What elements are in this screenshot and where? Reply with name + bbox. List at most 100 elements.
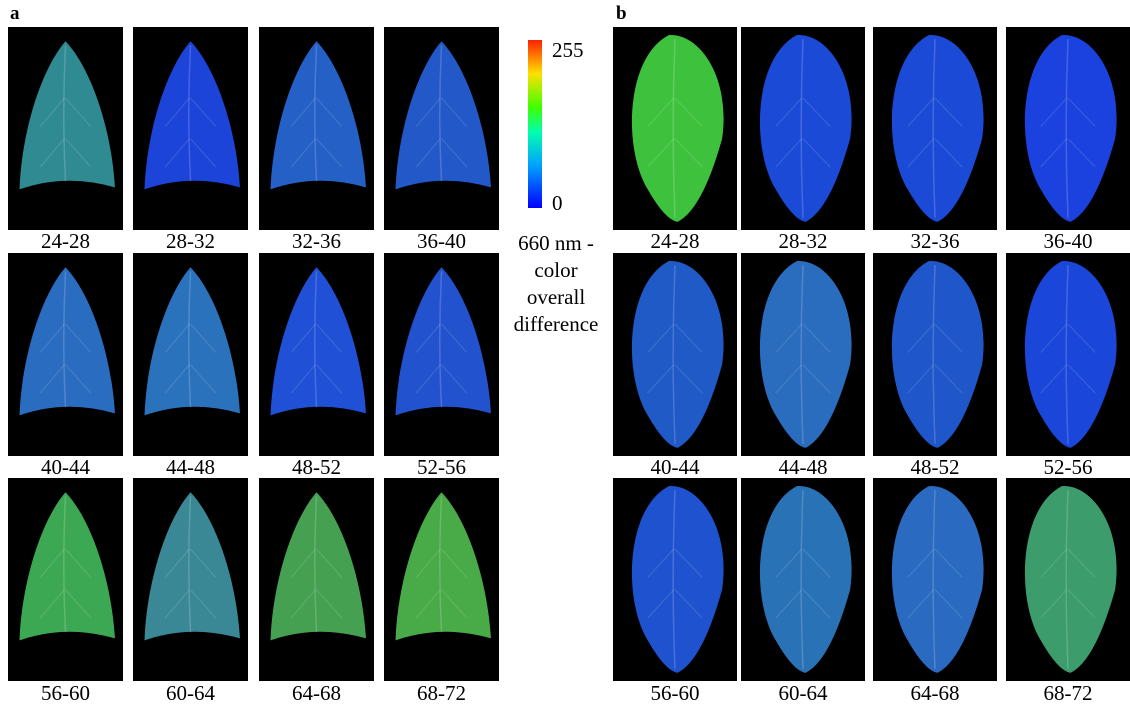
leaf-vein <box>188 271 192 408</box>
leaf-vein <box>1065 39 1069 218</box>
tile-label: 48-52 <box>292 455 341 479</box>
leaf-vein <box>439 271 443 408</box>
leaf <box>631 486 724 673</box>
tile-label: 40-44 <box>651 455 700 479</box>
colorbar-caption: overall <box>527 285 585 309</box>
leaf <box>1024 486 1117 673</box>
leaf-vein <box>775 589 831 619</box>
tile-label: 60-64 <box>166 681 215 705</box>
panel-label: a <box>10 3 20 24</box>
leaf-vein <box>63 271 67 408</box>
leaf-vein <box>164 138 217 168</box>
leaf <box>891 486 984 673</box>
colorbar-caption: 660 nm - <box>518 231 594 255</box>
tile-label: 28-32 <box>166 229 215 253</box>
leaf <box>891 261 984 448</box>
leaf-vein <box>63 45 67 182</box>
leaf-vein <box>800 265 804 444</box>
colorbar-min: 0 <box>552 191 563 215</box>
leaf-vein <box>164 548 217 578</box>
leaf-vein <box>647 364 703 394</box>
leaf <box>395 267 491 416</box>
leaf-vein <box>39 364 92 394</box>
tile-label: 40-44 <box>41 455 90 479</box>
leaf <box>1024 261 1117 448</box>
tile-label: 36-40 <box>417 229 466 253</box>
leaf-vein <box>39 97 92 127</box>
leaf <box>395 492 491 641</box>
leaf-vein <box>1040 323 1096 353</box>
leaf <box>631 261 724 448</box>
colorbar <box>528 40 542 208</box>
leaf-vein <box>647 589 703 619</box>
leaf-vein <box>775 97 831 127</box>
leaf-vein <box>1065 490 1069 669</box>
leaf-vein <box>290 97 343 127</box>
tile-label: 60-64 <box>779 681 828 705</box>
leaf <box>270 41 366 190</box>
tile-label: 28-32 <box>779 229 828 253</box>
leaf-vein <box>314 271 318 408</box>
leaf-vein <box>415 548 468 578</box>
leaf-vein <box>1040 589 1096 619</box>
leaf-vein <box>290 364 343 394</box>
leaf-vein <box>932 265 936 444</box>
leaf-vein <box>290 589 343 619</box>
leaf-vein <box>775 323 831 353</box>
leaf-vein <box>647 97 703 127</box>
leaf <box>759 486 852 673</box>
leaf-vein <box>800 490 804 669</box>
tile-label: 32-36 <box>292 229 341 253</box>
leaf-vein <box>907 589 963 619</box>
tile-label: 48-52 <box>911 455 960 479</box>
leaf-vein <box>907 323 963 353</box>
leaf-vein <box>39 138 92 168</box>
leaf <box>1024 35 1117 222</box>
tile-label: 44-48 <box>166 455 215 479</box>
leaf-vein <box>907 97 963 127</box>
leaf-vein <box>907 138 963 168</box>
leaf-vein <box>907 364 963 394</box>
leaf-vein <box>164 323 217 353</box>
leaf-vein <box>63 496 67 633</box>
leaf-vein <box>672 39 676 218</box>
leaf-vein <box>415 589 468 619</box>
colorbar-caption: color <box>534 258 577 282</box>
leaf-vein <box>775 138 831 168</box>
leaf-vein <box>39 323 92 353</box>
leaf <box>270 267 366 416</box>
leaf-vein <box>775 548 831 578</box>
leaf-vein <box>907 548 963 578</box>
tile-label: 68-72 <box>1044 681 1093 705</box>
panel-label: b <box>616 3 627 24</box>
leaf <box>144 492 240 641</box>
leaf-vein <box>1065 265 1069 444</box>
tile-label: 24-28 <box>41 229 90 253</box>
leaf-vein <box>1040 548 1096 578</box>
tile-label: 56-60 <box>41 681 90 705</box>
leaf-vein <box>164 97 217 127</box>
leaf-vein <box>672 265 676 444</box>
leaf-vein <box>314 45 318 182</box>
leaf-vein <box>647 548 703 578</box>
leaf-vein <box>439 496 443 633</box>
tile-label: 24-28 <box>651 229 700 253</box>
leaf-vein <box>164 589 217 619</box>
leaf <box>891 35 984 222</box>
leaf-vein <box>314 496 318 633</box>
leaf-vein <box>775 364 831 394</box>
leaf-vein <box>415 364 468 394</box>
tile-label: 64-68 <box>292 681 341 705</box>
leaf <box>19 492 115 641</box>
leaf-vein <box>647 323 703 353</box>
leaf <box>144 267 240 416</box>
leaf <box>759 261 852 448</box>
tile-label: 64-68 <box>911 681 960 705</box>
leaf-vein <box>932 490 936 669</box>
leaf <box>270 492 366 641</box>
tile-label: 32-36 <box>911 229 960 253</box>
leaf-vein <box>415 323 468 353</box>
leaf-vein <box>188 45 192 182</box>
leaf-vein <box>290 138 343 168</box>
